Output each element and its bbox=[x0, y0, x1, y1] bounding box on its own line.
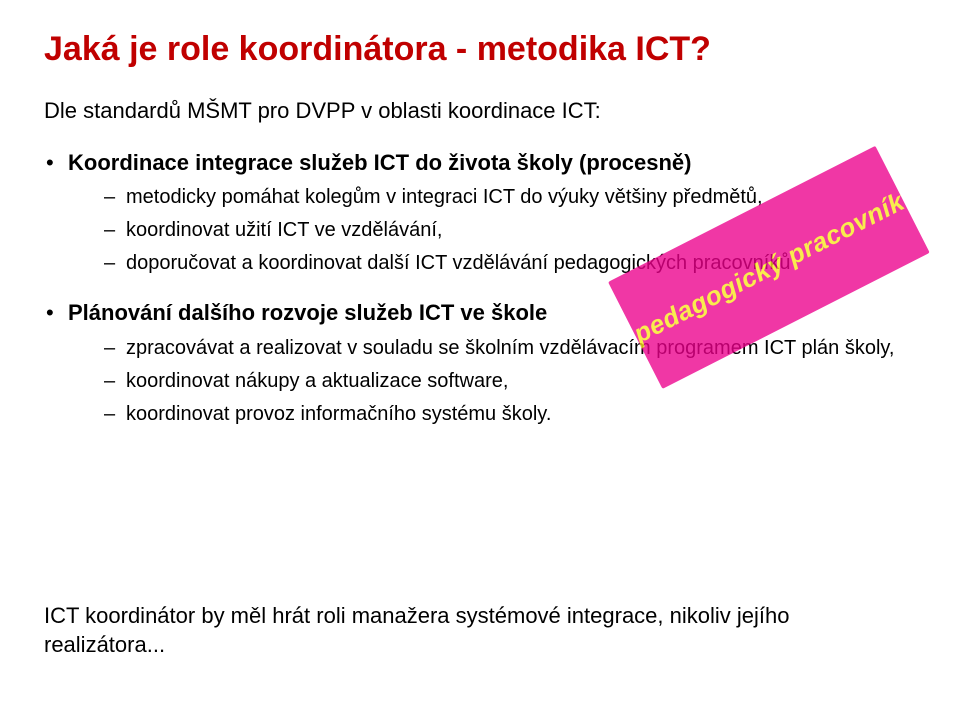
slide: Jaká je role koordinátora - metodika ICT… bbox=[0, 0, 960, 716]
top-bullet-text: Koordinace integrace služeb ICT do život… bbox=[68, 150, 691, 175]
sub-bullet: zpracovávat a realizovat v souladu se šk… bbox=[104, 334, 916, 363]
slide-title: Jaká je role koordinátora - metodika ICT… bbox=[44, 30, 916, 69]
footer-note: ICT koordinátor by měl hrát roli manažer… bbox=[44, 601, 916, 660]
top-bullet-text: Plánování dalšího rozvoje služeb ICT ve … bbox=[68, 300, 547, 325]
intro-text: Dle standardů MŠMT pro DVPP v oblasti ko… bbox=[44, 97, 916, 126]
sub-bullet-list: zpracovávat a realizovat v souladu se šk… bbox=[104, 334, 916, 429]
sub-bullet: koordinovat nákupy a aktualizace softwar… bbox=[104, 367, 916, 396]
sub-bullet: koordinovat provoz informačního systému … bbox=[104, 400, 916, 429]
